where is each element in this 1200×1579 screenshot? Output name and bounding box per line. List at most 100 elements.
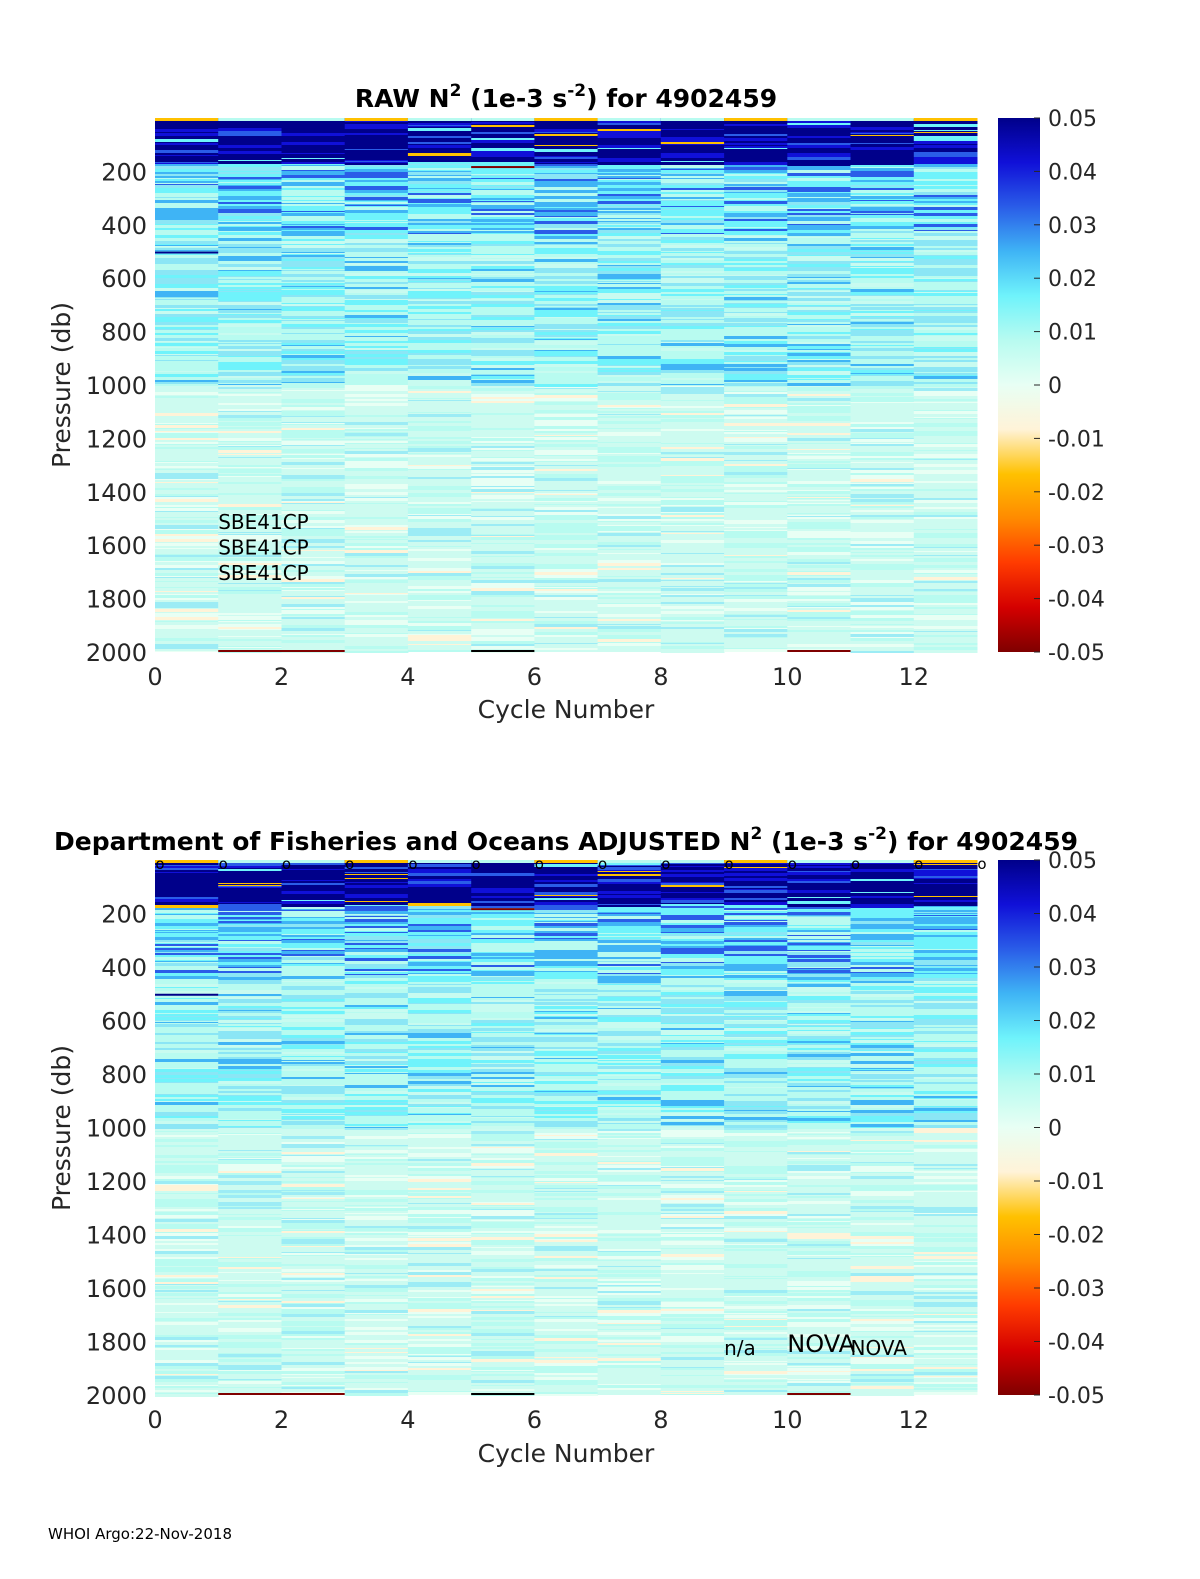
heatmap-cell [851,618,915,619]
heatmap-cell [345,130,409,133]
heatmap-cell [534,474,598,475]
heatmap-cell [345,195,409,197]
heatmap-cell [408,924,472,926]
heatmap-cell [408,987,472,990]
heatmap-cell [345,1012,409,1013]
heatmap-cell [282,894,346,897]
heatmap-cell [282,1368,346,1371]
heatmap-cell [345,1154,409,1155]
heatmap-cell [471,464,535,466]
heatmap-cell [155,341,219,342]
heatmap-cell [787,196,851,197]
heatmap-cell [787,474,851,476]
heatmap-cell [155,916,219,919]
heatmap-cell [155,1328,219,1329]
heatmap-cell [534,229,598,230]
heatmap-cell [345,1302,409,1304]
heatmap-cell [914,522,978,525]
heatmap-cell [598,233,662,236]
heatmap-cell [534,343,598,345]
heatmap-cell [345,1379,409,1382]
heatmap-cell [598,310,662,312]
heatmap-cell [534,635,598,637]
heatmap-cell [851,577,915,580]
heatmap-cell [851,651,915,653]
heatmap-cell [724,567,788,569]
heatmap-cell [345,230,409,233]
heatmap-cell [345,273,409,276]
heatmap-cell [787,511,851,513]
heatmap-cell [851,598,915,600]
heatmap-cell [155,570,219,573]
heatmap-cell [598,381,662,383]
heatmap-cell [534,316,598,317]
heatmap-cell [724,192,788,193]
heatmap-cell [534,644,598,645]
heatmap-cell [155,317,219,319]
heatmap-cell [218,1381,282,1384]
heatmap-cell [408,536,472,537]
heatmap-cell [218,1297,282,1299]
heatmap-cell [851,442,915,443]
heatmap-cell [787,173,851,174]
heatmap-cell [598,178,662,179]
heatmap-cell [408,325,472,327]
heatmap-cell [155,1296,219,1297]
heatmap-cell [471,400,535,401]
heatmap-cell [598,281,662,282]
heatmap-cell [282,139,346,142]
heatmap-cell [218,1163,282,1164]
heatmap-cell [155,291,219,294]
heatmap-cell [218,1105,282,1108]
heatmap-cell [345,590,409,593]
heatmap-cell [787,291,851,292]
heatmap-cell [345,637,409,638]
heatmap-cell [787,217,851,220]
heatmap-cell [345,489,409,491]
heatmap-cell [345,160,409,161]
heatmap-cell [408,1138,472,1141]
heatmap-cell [282,1085,346,1086]
heatmap-cell [914,301,978,304]
heatmap-cell [408,1046,472,1048]
heatmap-cell [282,174,346,175]
heatmap-cell [724,615,788,617]
heatmap-cell [155,128,219,129]
heatmap-cell [598,349,662,350]
heatmap-cell [787,174,851,176]
heatmap-cell [218,1011,282,1013]
heatmap-cell [787,178,851,181]
heatmap-cell [408,291,472,294]
heatmap-cell [534,273,598,276]
heatmap-cell [282,1199,346,1201]
heatmap-cell [218,1133,282,1134]
heatmap-cell [345,969,409,971]
heatmap-cell [345,1319,409,1321]
heatmap-cell [661,512,725,513]
heatmap-cell [345,571,409,574]
heatmap-cell [408,360,472,363]
heatmap-cell [661,554,725,557]
heatmap-cell [534,157,598,159]
heatmap-cell [661,176,725,178]
heatmap-cell [282,212,346,213]
heatmap-cell [724,480,788,482]
heatmap-cell [218,362,282,365]
heatmap-cell [724,265,788,267]
heatmap-cell [598,447,662,450]
heatmap-cell [408,231,472,233]
heatmap-cell [345,463,409,465]
heatmap-cell [282,590,346,591]
heatmap-cell [534,313,598,316]
heatmap-cell [661,156,725,158]
heatmap-cell [914,481,978,483]
heatmap-cell [408,195,472,198]
heatmap-cell [471,176,535,178]
heatmap-cell [282,910,346,911]
heatmap-cell [218,372,282,375]
heatmap-cell [787,306,851,307]
heatmap-cell [534,295,598,298]
heatmap-cell [851,611,915,612]
heatmap-cell [282,178,346,180]
heatmap-cell [914,447,978,450]
